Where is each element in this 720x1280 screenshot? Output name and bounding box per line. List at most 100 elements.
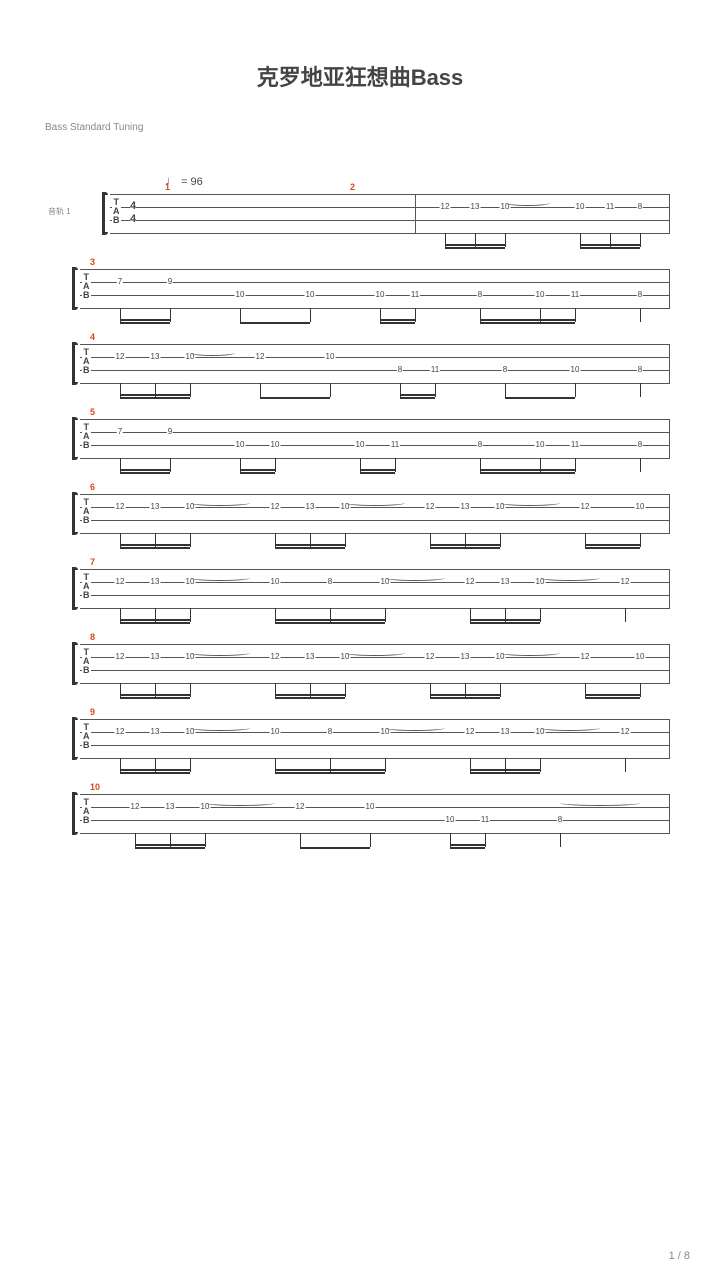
beam [120,397,190,399]
note-stem [395,458,396,472]
note-stem [505,233,506,247]
fret-number: 8 [327,728,333,736]
beam [360,469,395,471]
beam [380,319,415,321]
barline [669,794,670,833]
note-stem [345,683,346,697]
tie [190,725,250,731]
beam [400,394,435,396]
tie [540,725,600,731]
staff-bracket [72,569,75,608]
tab-clef: T A B [82,648,91,675]
barline [669,569,670,608]
staff-bracket [72,794,75,833]
tab-staff: T A B57910101011810118 [80,419,670,458]
staff-line [80,595,670,596]
barline [669,719,670,758]
beam [580,244,640,246]
beam [580,247,640,249]
fret-number: 8 [637,203,643,211]
fret-number: 10 [535,441,546,449]
fret-number: 13 [165,803,176,811]
fret-number: 13 [305,503,316,511]
fret-number: 11 [430,366,440,374]
beam [470,619,540,621]
fret-number: 12 [580,653,591,661]
beam [430,547,500,549]
staff-line [80,370,670,371]
beam [240,469,275,471]
tie [190,500,250,506]
fret-number: 13 [470,203,481,211]
tab-system: T A B71213101081012131012 [30,569,690,608]
fret-number: 10 [270,578,281,586]
fret-number: 10 [270,728,281,736]
fret-number: 12 [465,728,476,736]
note-stem [415,308,416,322]
tie [205,800,275,806]
staff-line [80,732,670,733]
beam [470,622,540,624]
fret-number: 7 [117,278,123,286]
barline [669,344,670,383]
staff-bracket [72,719,75,758]
staff-line [80,683,670,684]
fret-number: 10 [575,203,586,211]
tie [345,650,405,656]
tie [500,500,560,506]
measure-number: 4 [90,332,95,342]
staff-line [80,445,670,446]
beam [275,697,345,699]
fret-number: 11 [570,441,580,449]
tab-clef: T A B [82,573,91,600]
fret-number: 13 [150,653,161,661]
fret-number: 8 [397,366,403,374]
beam [480,319,575,321]
tab-staff: T A B412131012108118108 [80,344,670,383]
beam [120,469,170,471]
fret-number: 10 [635,653,646,661]
fret-number: 10 [235,441,246,449]
page-number: 1 / 8 [669,1250,690,1262]
fret-number: 10 [235,291,246,299]
tab-system: T A B37910101011810118 [30,269,690,308]
staff-line [80,533,670,534]
measure-number: 1 [165,182,170,192]
note-stem [435,383,436,397]
tie [385,575,445,581]
measure-number: 3 [90,257,95,267]
beam [430,697,500,699]
note-stem [240,308,241,322]
fret-number: 11 [480,816,490,824]
track-label: 音轨 1 [48,206,71,217]
note-stem [345,533,346,547]
song-title: 克罗地亚狂想曲Bass [30,60,690,92]
tie [540,575,600,581]
beam [480,472,575,474]
beam [430,694,500,696]
beam [120,322,170,324]
beam [120,694,190,696]
tab-staff: T A B14 4212131010118 [110,194,670,233]
staff-line [80,608,670,609]
measure-number: 7 [90,557,95,567]
barline [415,194,416,233]
staff-line [80,833,670,834]
tab-system: T A B81213101213101213101210 [30,644,690,683]
fret-number: 10 [375,291,386,299]
beam [480,469,575,471]
note-stem [310,308,311,322]
fret-number: 12 [465,578,476,586]
measure-number: 5 [90,407,95,417]
fret-number: 13 [500,578,511,586]
beam [470,769,540,771]
beam [275,769,385,771]
note-stem [540,608,541,622]
staff-line [80,758,670,759]
beam [380,322,415,324]
beam [430,544,500,546]
staff-line [80,644,670,645]
fret-number: 12 [620,578,631,586]
note-stem [540,758,541,772]
fret-number: 8 [477,441,483,449]
